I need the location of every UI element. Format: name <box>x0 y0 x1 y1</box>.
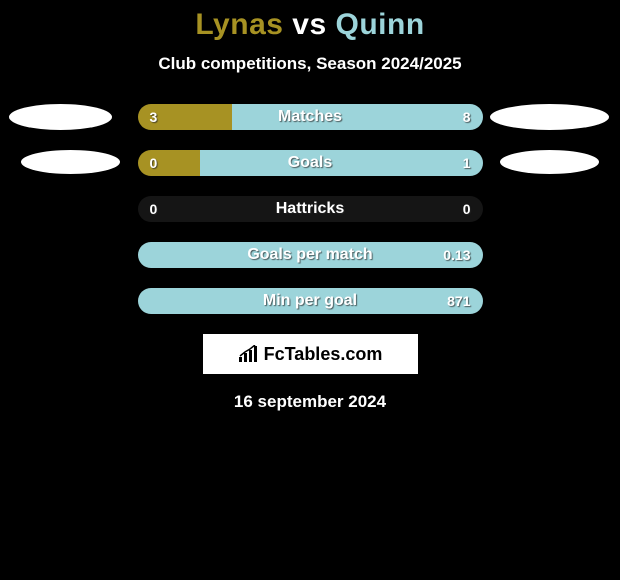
player2-bottom-ellipse <box>500 150 599 174</box>
vs-label: vs <box>292 8 326 41</box>
stat-label: Hattricks <box>138 196 483 222</box>
logo-box: FcTables.com <box>203 334 418 374</box>
player1-name: Lynas <box>195 8 283 41</box>
page-title: Lynas vs Quinn <box>0 0 620 42</box>
stat-row: 00Hattricks <box>138 196 483 222</box>
player2-name: Quinn <box>336 8 425 41</box>
player1-bottom-ellipse <box>21 150 120 174</box>
player2-top-ellipse <box>490 104 609 130</box>
stats-arena: 38Matches 01Goals 00Hattricks 0.13Goals per… <box>0 104 620 412</box>
stats-icon <box>238 345 260 363</box>
stat-label: Matches <box>138 104 483 130</box>
subtitle: Club competitions, Season 2024/2025 <box>0 54 620 74</box>
logo-text: FcTables.com <box>264 344 383 365</box>
date-label: 16 september 2024 <box>0 392 620 412</box>
comparison-canvas: Lynas vs Quinn Club competitions, Season… <box>0 0 620 580</box>
player1-top-ellipse <box>9 104 112 130</box>
stat-row: 0.13Goals per match <box>138 242 483 268</box>
logo: FcTables.com <box>238 344 383 365</box>
stat-label: Goals per match <box>138 242 483 268</box>
stat-row: 871Min per goal <box>138 288 483 314</box>
stat-label: Goals <box>138 150 483 176</box>
stat-label: Min per goal <box>138 288 483 314</box>
stat-row: 38Matches <box>138 104 483 130</box>
stat-rows: 38Matches 01Goals 00Hattricks 0.13Goals per… <box>0 104 620 314</box>
stat-row: 01Goals <box>138 150 483 176</box>
